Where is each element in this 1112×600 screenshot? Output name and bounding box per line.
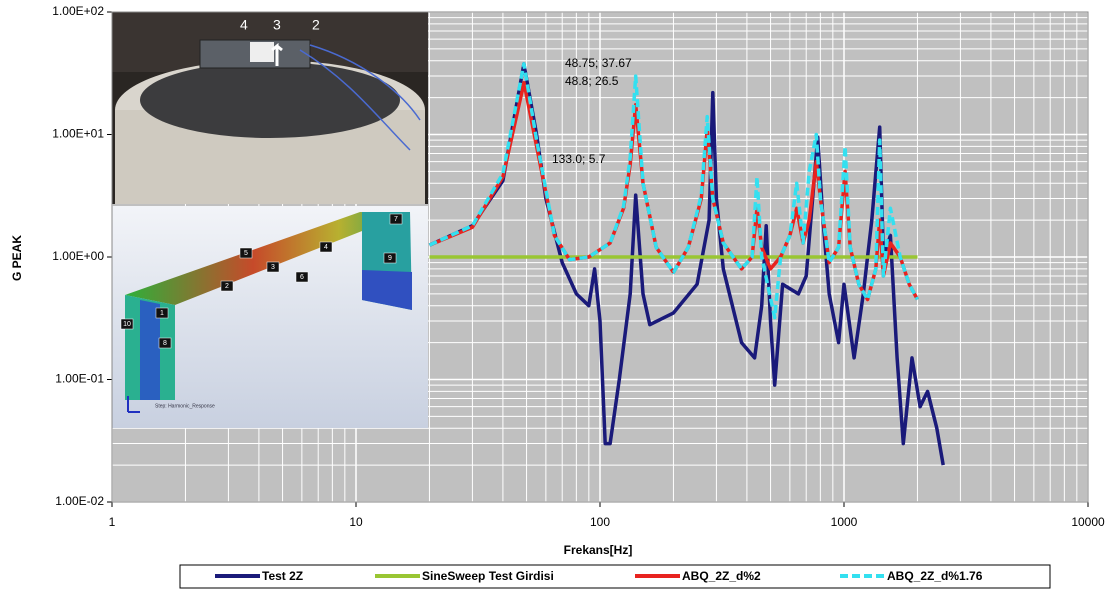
inset-image: 4 3 2 7 5 4 3 9 6 2 1 10 8 Step: Harmonic_Respons… — [112, 12, 428, 428]
model-label: 9 — [388, 255, 392, 262]
legend-label: ABQ_2Z_d%2 — [682, 569, 761, 583]
model-label: 8 — [163, 340, 167, 347]
legend-label: SineSweep Test Girdisi — [422, 569, 554, 583]
shaker-plate — [140, 62, 400, 138]
legend-label: ABQ_2Z_d%1.76 — [887, 569, 983, 583]
photo-label: 4 — [240, 17, 248, 33]
sensor — [250, 42, 274, 62]
chart: 48.75; 37.67 48.8; 26.5 133.0; 5.7 4 3 2 7… — [0, 0, 1112, 595]
model-label: 3 — [271, 264, 275, 271]
model-label: 4 — [324, 244, 328, 251]
model-label: 5 — [244, 250, 248, 257]
model-label: 6 — [300, 274, 304, 281]
annotation: 133.0; 5.7 — [552, 152, 606, 166]
annotation: 48.75; 37.67 — [565, 56, 632, 70]
model-caption: Step: Harmonic_Response — [155, 403, 215, 409]
x-tick-label: 1 — [109, 515, 116, 529]
x-tick-label: 10000 — [1071, 515, 1105, 529]
y-tick-label: 1.00E+02 — [52, 4, 104, 18]
model-label: 7 — [394, 216, 398, 223]
y-tick-label: 1.00E+01 — [52, 127, 104, 141]
photo-label: 2 — [312, 17, 320, 33]
legend-label: Test 2Z — [262, 569, 303, 583]
x-tick-label: 10 — [349, 515, 363, 529]
x-axis-label: Frekans[Hz] — [564, 543, 633, 557]
y-tick-label: 1.00E+00 — [52, 249, 104, 263]
y-axis-label: G PEAK — [10, 235, 24, 281]
y-tick-label: 1.00E-02 — [55, 494, 104, 508]
y-tick-label: 1.00E-01 — [55, 372, 104, 386]
x-tick-label: 1000 — [831, 515, 858, 529]
x-tick-label: 100 — [590, 515, 610, 529]
model-label: 10 — [123, 321, 131, 328]
annotation: 48.8; 26.5 — [565, 74, 619, 88]
photo-label: 3 — [273, 17, 281, 33]
model-label: 2 — [225, 283, 229, 290]
model-label: 1 — [160, 310, 164, 317]
